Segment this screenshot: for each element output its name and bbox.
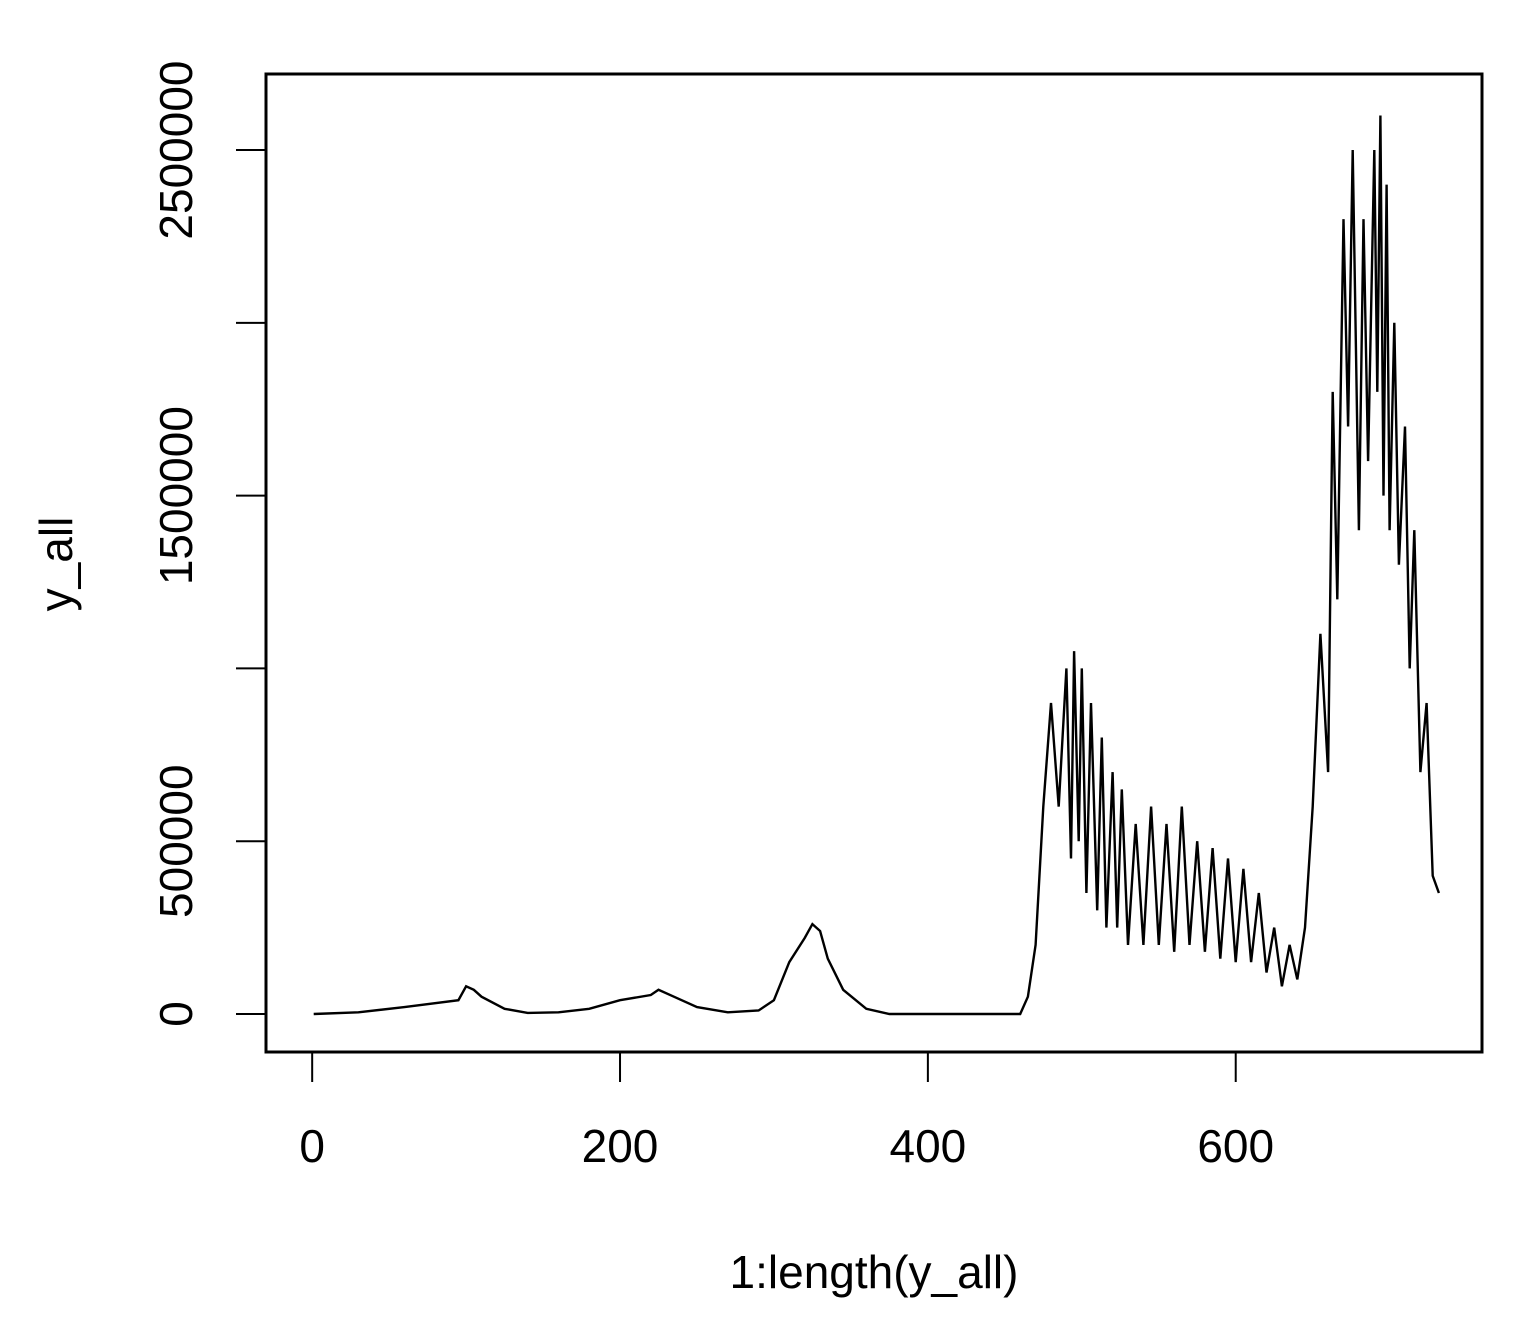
x-tick-label: 400 bbox=[889, 1120, 966, 1172]
y-axis-title: y_all bbox=[30, 517, 82, 612]
x-tick-label: 200 bbox=[582, 1120, 659, 1172]
y-axis: 0 500000 1500000 2500000 bbox=[150, 60, 267, 1027]
y-tick-label: 2500000 bbox=[150, 60, 202, 239]
x-axis: 0 200 400 600 bbox=[299, 1051, 1274, 1172]
plot-frame bbox=[264, 72, 1484, 1054]
y-tick-label: 0 bbox=[150, 1001, 202, 1027]
series-line-y_all bbox=[313, 115, 1441, 1016]
x-axis-title: 1:length(y_all) bbox=[730, 1246, 1019, 1298]
y-tick-label: 1500000 bbox=[150, 406, 202, 585]
y-tick-label: 500000 bbox=[150, 764, 202, 918]
x-tick-label: 600 bbox=[1197, 1120, 1274, 1172]
x-tick-label: 0 bbox=[299, 1120, 325, 1172]
